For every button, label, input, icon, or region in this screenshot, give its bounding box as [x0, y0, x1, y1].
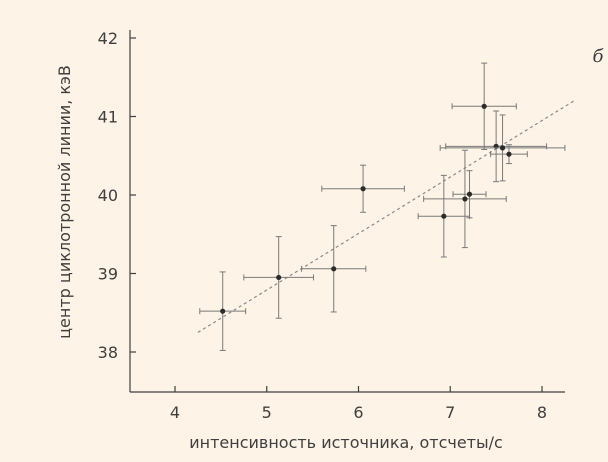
y-tick-label: 39 [98, 265, 118, 284]
y-tick-label: 40 [98, 186, 118, 205]
data-point [423, 149, 507, 249]
x-tick-label: 7 [445, 403, 455, 422]
x-tick-label: 5 [262, 403, 272, 422]
data-point-marker [462, 196, 468, 202]
data-point [452, 170, 487, 219]
y-tick-label: 38 [98, 343, 118, 362]
data-point-marker [499, 145, 506, 151]
x-axis-title: интенсивность источника, отсчеты/с [189, 433, 503, 452]
data-point-marker [220, 308, 226, 314]
fit-line [197, 100, 575, 333]
y-tick-label: 42 [98, 29, 118, 48]
data-point-marker [331, 266, 337, 272]
data-point [445, 110, 548, 183]
y-tick-label: 41 [98, 108, 118, 127]
panel-label: б [593, 46, 605, 67]
data-point-marker [441, 213, 447, 219]
x-tick-label: 6 [353, 403, 363, 422]
data-point-marker [506, 151, 512, 157]
data-point-marker [360, 186, 366, 192]
data-point [301, 225, 367, 313]
data-point [321, 164, 405, 213]
x-tick-label: 8 [537, 403, 547, 422]
y-ticks: 38 39 40 41 42 [98, 29, 136, 362]
data-points [199, 62, 566, 351]
data-point [451, 62, 517, 150]
data-point [199, 271, 247, 351]
x-tick-label: 4 [170, 403, 180, 422]
data-point [417, 174, 471, 258]
data-point [490, 144, 528, 165]
data-point [439, 114, 566, 182]
data-point-marker [481, 103, 487, 109]
y-axis-title: центр циклотронной линии, кэВ [55, 65, 74, 339]
x-ticks: 4 5 6 7 8 [170, 386, 547, 422]
data-point-marker [466, 191, 473, 197]
data-point [243, 236, 315, 319]
data-point-marker [276, 274, 282, 281]
